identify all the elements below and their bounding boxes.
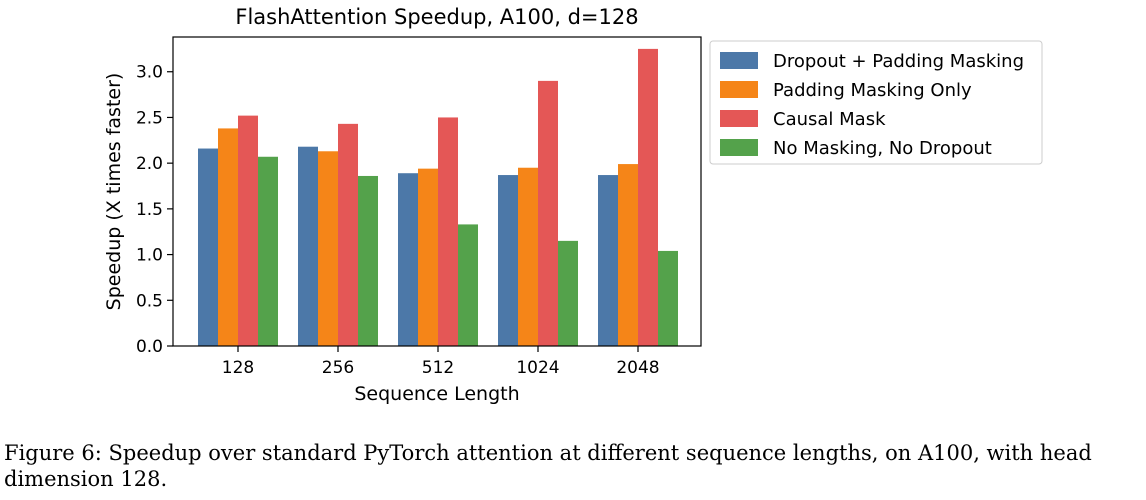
x-tick-label: 512 <box>422 358 454 378</box>
bar-dropout-padding-masking-256 <box>298 146 318 346</box>
bar-causal-mask-512 <box>438 117 458 346</box>
bar-dropout-padding-masking-128 <box>198 148 218 346</box>
chart-title: FlashAttention Speedup, A100, d=128 <box>235 5 638 29</box>
bar-padding-masking-only-512 <box>418 168 438 346</box>
legend-label: Padding Masking Only <box>773 80 972 101</box>
y-tick-label: 1.5 <box>136 200 163 220</box>
legend: Dropout + Padding Masking Padding Masking… <box>709 40 1043 165</box>
legend-label: Dropout + Padding Masking <box>773 51 1024 72</box>
legend-swatch <box>720 81 758 98</box>
y-tick-label: 2.0 <box>136 154 163 174</box>
y-tick-label: 1.0 <box>136 246 163 266</box>
bar-padding-masking-only-2048 <box>618 164 638 346</box>
bar-padding-masking-only-128 <box>218 128 238 346</box>
x-axis-label: Sequence Length <box>354 383 519 405</box>
bar-no-masking-no-dropout-256 <box>358 175 378 346</box>
y-tick-label: 3.0 <box>136 63 163 83</box>
bar-causal-mask-256 <box>338 123 358 346</box>
figure-caption: Figure 6: Speedup over standard PyTorch … <box>4 441 1092 491</box>
legend-swatch <box>720 139 758 156</box>
bar-dropout-padding-masking-2048 <box>598 175 618 346</box>
bar-dropout-padding-masking-512 <box>398 173 418 346</box>
legend-swatch <box>720 52 758 69</box>
x-tick-label: 256 <box>322 358 354 378</box>
bar-padding-masking-only-1024 <box>518 167 538 346</box>
y-axis: 0.0 0.5 1.0 1.5 2.0 2.5 3.0 <box>136 63 173 357</box>
y-tick-label: 0.0 <box>136 337 163 357</box>
x-tick-label: 2048 <box>616 358 659 378</box>
bar-no-masking-no-dropout-1024 <box>558 240 578 346</box>
chart: FlashAttention Speedup, A100, d=128 0.00… <box>103 5 1043 405</box>
legend-swatch <box>720 110 758 127</box>
x-tick-label: 1024 <box>516 358 559 378</box>
bar-no-masking-no-dropout-128 <box>258 156 278 346</box>
bar-no-masking-no-dropout-2048 <box>658 250 678 346</box>
bar-causal-mask-128 <box>238 115 258 346</box>
legend-label: No Masking, No Dropout <box>773 138 992 159</box>
bar-padding-masking-only-256 <box>318 151 338 346</box>
bars-group <box>198 48 678 347</box>
bar-causal-mask-1024 <box>538 80 558 347</box>
x-tick-label: 128 <box>222 358 254 378</box>
x-axis: 128 256 512 1024 2048 <box>222 346 660 378</box>
plot-area <box>172 36 702 347</box>
legend-label: Causal Mask <box>773 109 886 130</box>
bar-causal-mask-2048 <box>638 48 658 347</box>
bar-no-masking-no-dropout-512 <box>458 224 478 346</box>
y-tick-label: 2.5 <box>136 108 163 128</box>
bar-dropout-padding-masking-1024 <box>498 175 518 346</box>
legend-frame <box>709 40 1043 165</box>
y-axis-label: Speedup (X times faster) <box>103 73 125 311</box>
y-tick-label: 0.5 <box>136 291 163 311</box>
